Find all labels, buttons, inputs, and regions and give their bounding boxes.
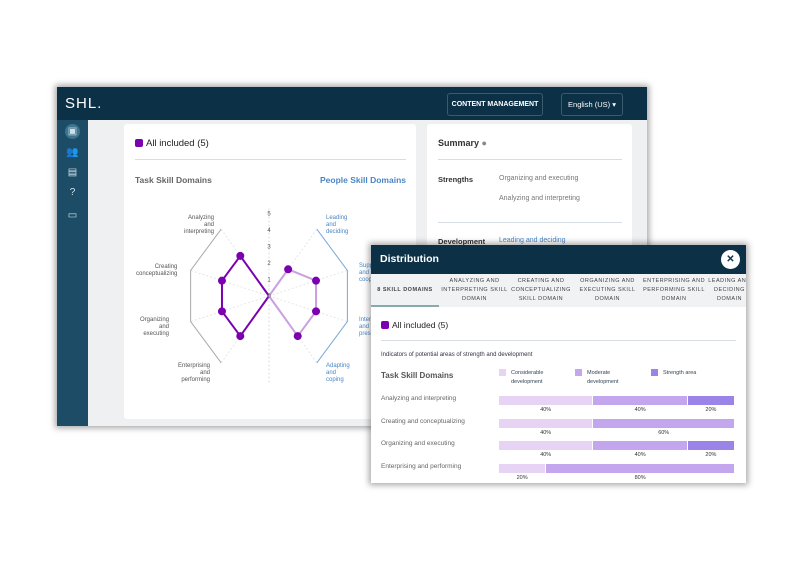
radar-point: [236, 251, 245, 260]
bar-segment: [499, 396, 594, 405]
content-management-button[interactable]: CONTENT MANAGEMENT: [447, 93, 543, 116]
bar-percent: 20%: [516, 474, 528, 481]
radar-point: [217, 276, 226, 285]
row-label: Organizing and executing: [381, 440, 455, 447]
people-skill-link[interactable]: People Skill Domains: [320, 175, 406, 185]
development-label: Development: [438, 237, 486, 246]
top-bar: SHL. CONTENT MANAGEMENT English (US) ▾: [57, 87, 647, 120]
section-title: Task Skill Domains: [381, 371, 454, 380]
modal-title: Distribution: [380, 253, 439, 265]
tab-3[interactable]: CREATING AND CONCEPTUALIZING SKILL DOMAI…: [511, 278, 571, 302]
radar-outline: [190, 228, 222, 364]
bar-segment: [687, 441, 735, 450]
bar-percent: 20%: [705, 452, 717, 458]
bar-percent: 20%: [705, 407, 717, 413]
bar-percent: 40%: [540, 429, 552, 436]
radar-point: [312, 307, 321, 316]
radar-series-line: [220, 254, 270, 338]
strength-item: Organizing and executing: [499, 175, 579, 182]
bar-percent: 40%: [540, 452, 552, 458]
strengths-label: Strengths: [438, 175, 474, 184]
bar-percent: 40%: [634, 452, 646, 458]
bar-segment: [499, 441, 594, 450]
bar-segment: [499, 463, 547, 473]
distribution-bar: [499, 418, 735, 428]
radar-card: All included (5) Task Skill Domains Peop…: [124, 124, 416, 419]
close-button[interactable]: ✕: [721, 250, 740, 269]
people-axis-label: Adapting and coping: [326, 363, 350, 383]
help-icon[interactable]: ●: [481, 138, 487, 148]
scale-tick: 1: [267, 278, 271, 284]
tab-1[interactable]: 8 SKILL DOMAINS: [371, 274, 439, 307]
language-value: English (US): [568, 100, 611, 109]
people-axis-label: Leading and deciding: [326, 215, 349, 235]
radar-axis: [268, 295, 348, 323]
tab-6[interactable]: LEADING AND DECIDING DOMAIN: [708, 278, 746, 302]
tab-4[interactable]: ORGANIZING AND EXECUTING SKILL DOMAIN: [579, 278, 636, 302]
legend-swatch: [651, 369, 658, 376]
radar-point: [293, 332, 302, 341]
tab-bar: 8 SKILL DOMAINS ANALYZING AND INTERPRETIN…: [371, 274, 746, 307]
chat-icon[interactable]: ▭: [67, 210, 78, 221]
bar-percent: 60%: [658, 429, 670, 436]
strength-item: Analyzing and interpreting: [499, 195, 580, 202]
bar-segment: [593, 396, 688, 405]
bar-percent: 40%: [634, 407, 646, 413]
row-label: Enterprising and performing: [381, 462, 462, 470]
radar-series-line: [268, 268, 318, 338]
help-icon[interactable]: ?: [69, 187, 76, 198]
report-icon[interactable]: ▣: [65, 124, 80, 139]
users-icon[interactable]: 👥: [66, 147, 79, 158]
scale-tick: 4: [267, 228, 271, 234]
radar-outline: [316, 228, 348, 364]
bar-percent: 80%: [634, 474, 646, 481]
task-axis-label: Organizing and executing: [140, 317, 170, 337]
bar-percent: 40%: [540, 407, 552, 413]
clipboard-icon[interactable]: ▤: [67, 167, 78, 178]
scale-tick: 2: [267, 261, 271, 267]
row-label: Creating and conceptualizing: [381, 417, 465, 425]
task-axis-label: Analyzing and interpreting: [184, 215, 215, 235]
radar-point: [236, 332, 245, 341]
tab-2[interactable]: ANALYZING AND INTERPRETING SKILL DOMAIN: [441, 278, 508, 302]
bar-segment: [499, 418, 594, 428]
bar-segment: [546, 463, 735, 473]
radar-axis: [268, 269, 348, 297]
bar-segment: [687, 396, 735, 405]
radar-point: [284, 265, 293, 274]
legend-swatch: [499, 369, 506, 376]
distribution-bar: [499, 463, 735, 473]
legend-label: Considerable development: [511, 370, 544, 385]
indicators-text: Indicators of potential areas of strengt…: [381, 352, 533, 358]
bar-segment: [593, 418, 735, 428]
development-link[interactable]: Leading and deciding: [499, 237, 566, 244]
radar-point: [217, 307, 226, 316]
radar-point: [312, 276, 321, 285]
task-axis-label: Enterprising and performing: [178, 363, 211, 383]
scale-tick: 5: [267, 212, 271, 218]
legend-label: Moderate development: [587, 370, 619, 385]
radar-axis: [190, 295, 270, 323]
language-select[interactable]: English (US) ▾: [561, 93, 623, 116]
distribution-bar: [499, 396, 735, 405]
shl-logo: SHL.: [65, 95, 103, 112]
task-skill-title: Task Skill Domains: [135, 175, 212, 185]
radar-axis: [190, 269, 270, 297]
legend-label: Strength area: [663, 370, 697, 376]
task-axis-label: Creating conceptualizing: [136, 264, 178, 277]
legend-swatch: [575, 369, 582, 376]
filter-label[interactable]: All included (5): [135, 138, 209, 149]
distribution-modal: Distribution ✕ 8 SKILL DOMAINS ANALYZING …: [371, 245, 746, 483]
row-label: Analyzing and interpreting: [381, 395, 457, 402]
scale-tick: 3: [267, 245, 271, 251]
summary-title: Summary ●: [438, 138, 487, 148]
bar-segment: [593, 441, 688, 450]
sidebar: ▣ 👥 ▤ ? ▭: [57, 120, 88, 426]
tab-5[interactable]: ENTERPRISING AND PERFORMING SKILL DOMAIN: [642, 278, 706, 302]
scale-tick: 0: [267, 294, 271, 300]
distribution-bar: [499, 441, 735, 450]
modal-filter-label[interactable]: All included (5): [381, 320, 448, 330]
